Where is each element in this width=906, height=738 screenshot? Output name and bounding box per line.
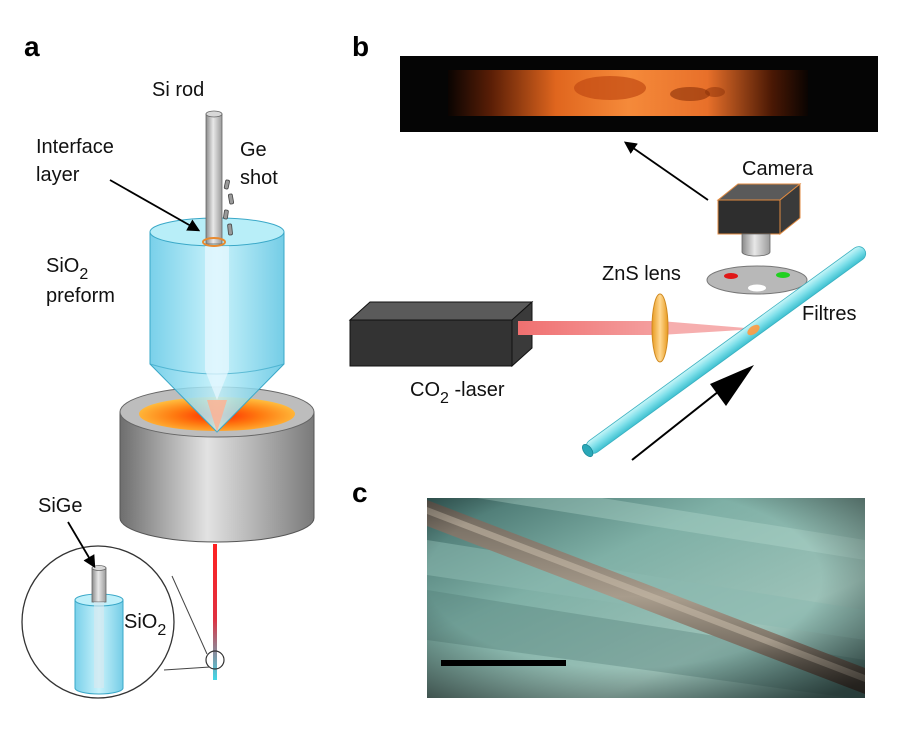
zoom-circle (205, 650, 225, 670)
label-ge-line1: Ge (240, 139, 267, 161)
label-inset-sio2: SiO2 (124, 611, 166, 639)
panel-label-b: b (352, 31, 369, 62)
ge-shot (223, 179, 235, 236)
filter-wheel (706, 265, 808, 295)
label-ge-line2: shot (240, 167, 278, 189)
arrow-camera-to-image (623, 141, 709, 201)
laser-beam (518, 321, 660, 335)
drawn-fiber (213, 544, 217, 680)
panel-label-a: a (24, 31, 40, 62)
arrow-fiber-motion-head (710, 365, 754, 406)
scale-bar (441, 660, 566, 666)
panel-label-c: c (352, 477, 368, 508)
filter-red (724, 273, 738, 279)
co2-laser (348, 300, 534, 368)
processed-fiber (582, 246, 867, 458)
label-camera: Camera (742, 158, 814, 180)
filter-green (776, 272, 790, 278)
filter-white (748, 284, 766, 292)
label-zns-lens: ZnS lens (602, 263, 681, 285)
arrow-sige (67, 521, 96, 569)
label-interface-line2: layer (36, 164, 80, 186)
inset-magnified (21, 545, 175, 699)
interface-layer-ring (202, 237, 226, 247)
label-sio2: SiO2 (46, 255, 88, 283)
label-interface-line1: Interface (36, 136, 114, 158)
label-filtres: Filtres (802, 303, 856, 325)
label-sige: SiGe (38, 495, 82, 517)
zns-lens (651, 293, 669, 363)
arrow-interface (109, 179, 201, 232)
zoom-line-top (171, 575, 208, 655)
camera-image (400, 56, 878, 132)
focused-beam (660, 321, 758, 335)
label-si-rod: Si rod (152, 79, 204, 101)
camera (716, 182, 802, 257)
arrow-fiber-motion (631, 379, 734, 461)
label-preform: preform (46, 285, 115, 307)
si-rod (202, 110, 226, 247)
zoom-line-bottom (163, 666, 211, 671)
label-co2-laser: CO2 -laser (410, 379, 505, 407)
